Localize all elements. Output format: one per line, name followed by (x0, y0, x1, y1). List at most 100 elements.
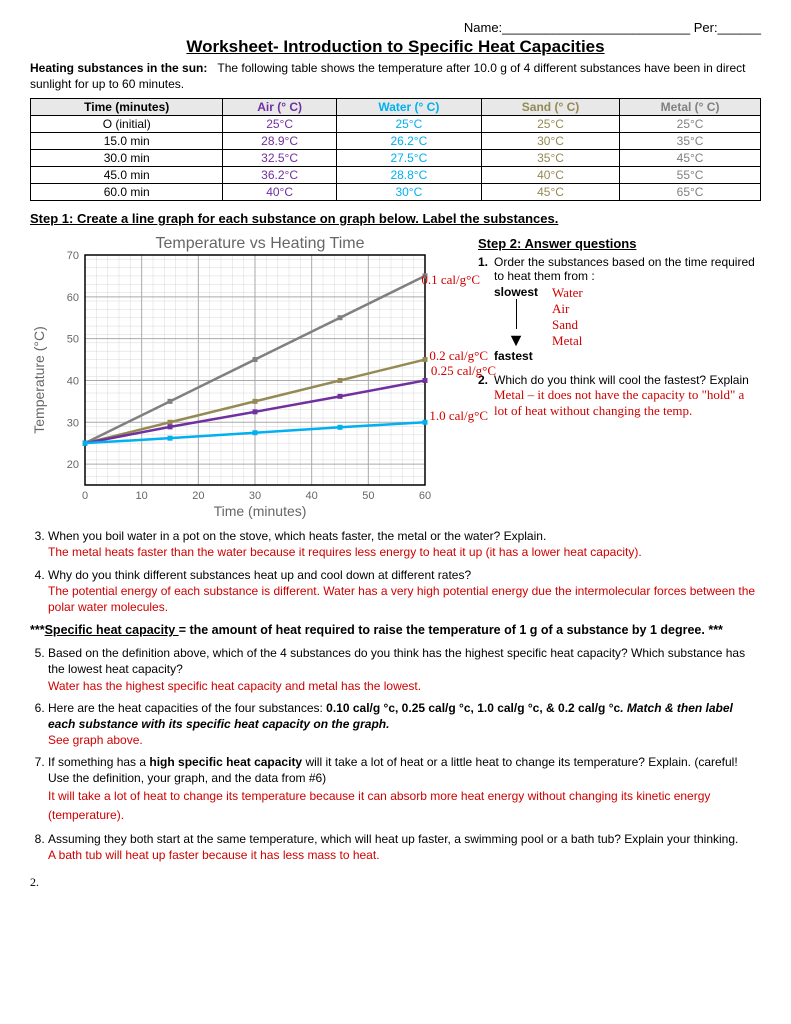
svg-text:70: 70 (67, 250, 79, 262)
annot-2: 0.2 cal/g°C (429, 348, 488, 364)
table-cell: O (initial) (31, 116, 223, 133)
table-header: Metal (° C) (620, 99, 761, 116)
q8-text: Assuming they both start at the same tem… (48, 832, 738, 846)
svg-text:40: 40 (67, 376, 79, 388)
table-cell: 26.2°C (336, 133, 481, 150)
intro-bold: Heating substances in the sun: (30, 61, 207, 75)
table-row: 45.0 min36.2°C28.8°C40°C55°C (31, 167, 761, 184)
q7-text-b: high specific heat capacity (149, 755, 302, 769)
table-cell: 45°C (481, 184, 619, 201)
def-part2: = the amount of heat required to raise t… (179, 623, 723, 637)
def-underline: Specific heat capacity (45, 623, 179, 637)
table-cell: 55°C (620, 167, 761, 184)
table-cell: 28.8°C (336, 167, 481, 184)
page-number: 2. (30, 875, 761, 890)
table-cell: 25°C (336, 116, 481, 133)
table-cell: 25°C (481, 116, 619, 133)
chart-container: Temperature vs Heating Time 0 10 20 30 40 50 6… (30, 230, 470, 520)
worksheet-title: Worksheet- Introduction to Specific Heat… (30, 37, 761, 57)
q4-answer: The potential energy of each substance i… (48, 584, 755, 614)
q6-text-b: 0.10 cal/g °c, 0.25 cal/g °c, 1.0 cal/g … (326, 701, 620, 715)
table-cell: 25°C (620, 116, 761, 133)
fastest-label: fastest (494, 349, 533, 363)
svg-text:60: 60 (67, 292, 79, 304)
chart-title: Temperature vs Heating Time (156, 235, 365, 252)
def-part1: *** (30, 623, 45, 637)
svg-text:20: 20 (192, 490, 204, 502)
table-cell: 65°C (620, 184, 761, 201)
table-cell: 30°C (481, 133, 619, 150)
table-cell: 36.2°C (223, 167, 336, 184)
table-row: 15.0 min28.9°C26.2°C30°C35°C (31, 133, 761, 150)
table-cell: 25°C (223, 116, 336, 133)
q5-text: Based on the definition above, which of … (48, 646, 745, 676)
annot-3: 0.25 cal/g°C (431, 363, 496, 379)
q4-text: Why do you think different substances he… (48, 568, 471, 582)
q6-text-a: Here are the heat capacities of the four… (48, 701, 326, 715)
q1-ans-0: Water (552, 285, 583, 301)
arrow-down-icon: ▼ (507, 330, 525, 350)
side-questions: Step 2: Answer questions 1. Order the su… (478, 230, 761, 520)
table-cell: 32.5°C (223, 150, 336, 167)
q6: Here are the heat capacities of the four… (48, 700, 761, 749)
q3: When you boil water in a pot on the stov… (48, 528, 761, 560)
svg-text:10: 10 (136, 490, 148, 502)
table-cell: 40°C (223, 184, 336, 201)
q8-answer: A bath tub will heat up faster because i… (48, 848, 380, 862)
line-chart: Temperature vs Heating Time 0 10 20 30 40 50 6… (30, 230, 470, 520)
table-cell: 30.0 min (31, 150, 223, 167)
table-header: Air (° C) (223, 99, 336, 116)
header-line: Name:__________________________ Per:____… (30, 20, 761, 35)
table-row: O (initial)25°C25°C25°C25°C (31, 116, 761, 133)
data-table: Time (minutes)Air (° C)Water (° C)Sand (… (30, 98, 761, 201)
step2-title: Step 2: Answer questions (478, 236, 761, 251)
table-cell: 35°C (481, 150, 619, 167)
q1-answers: Water Air Sand Metal (552, 285, 583, 349)
x-axis-label: Time (minutes) (214, 503, 307, 519)
questions-list-2: Based on the definition above, which of … (30, 645, 761, 863)
table-cell: 45°C (620, 150, 761, 167)
table-row: 60.0 min40°C30°C45°C65°C (31, 184, 761, 201)
per-label: Per: (694, 20, 718, 35)
table-cell: 40°C (481, 167, 619, 184)
q1-ans-2: Sand (552, 317, 583, 333)
table-cell: 28.9°C (223, 133, 336, 150)
definition: ***Specific heat capacity = the amount o… (30, 623, 761, 637)
q8: Assuming they both start at the same tem… (48, 831, 761, 863)
q5-answer: Water has the highest specific heat capa… (48, 679, 421, 693)
svg-text:40: 40 (306, 490, 318, 502)
q3-answer: The metal heats faster than the water be… (48, 545, 642, 559)
q3-text: When you boil water in a pot on the stov… (48, 529, 546, 543)
table-row: 30.0 min32.5°C27.5°C35°C45°C (31, 150, 761, 167)
table-cell: 30°C (336, 184, 481, 201)
table-cell: 45.0 min (31, 167, 223, 184)
graph-section: Temperature vs Heating Time 0 10 20 30 40 50 6… (30, 230, 761, 520)
q7-text-a: If something has a (48, 755, 149, 769)
table-cell: 60.0 min (31, 184, 223, 201)
q4: Why do you think different substances he… (48, 567, 761, 616)
svg-text:60: 60 (419, 490, 431, 502)
q1-text: Order the substances based on the time r… (494, 255, 755, 283)
table-cell: 15.0 min (31, 133, 223, 150)
q2-answer: Metal – it does not have the capacity to… (494, 387, 744, 418)
svg-text:30: 30 (67, 417, 79, 429)
q6-answer: See graph above. (48, 733, 143, 747)
svg-text:0: 0 (82, 490, 88, 502)
step1-title: Step 1: Create a line graph for each sub… (30, 211, 761, 226)
questions-list: When you boil water in a pot on the stov… (30, 528, 761, 615)
svg-text:20: 20 (67, 459, 79, 471)
name-label: Name: (464, 20, 502, 35)
svg-text:30: 30 (249, 490, 261, 502)
intro-text: Heating substances in the sun: The follo… (30, 61, 761, 92)
slowest-label: slowest (494, 285, 538, 299)
q1-ans-1: Air (552, 301, 583, 317)
q2-text: Which do you think will cool the fastest… (494, 373, 749, 387)
q1-ans-3: Metal (552, 333, 583, 349)
q7: If something has a high specific heat ca… (48, 754, 761, 825)
table-cell: 35°C (620, 133, 761, 150)
table-header: Sand (° C) (481, 99, 619, 116)
q7-answer: It will take a lot of heat to change its… (48, 789, 710, 822)
svg-text:50: 50 (362, 490, 374, 502)
annot-1: 0.1 cal/g°C (421, 272, 480, 288)
table-header: Water (° C) (336, 99, 481, 116)
